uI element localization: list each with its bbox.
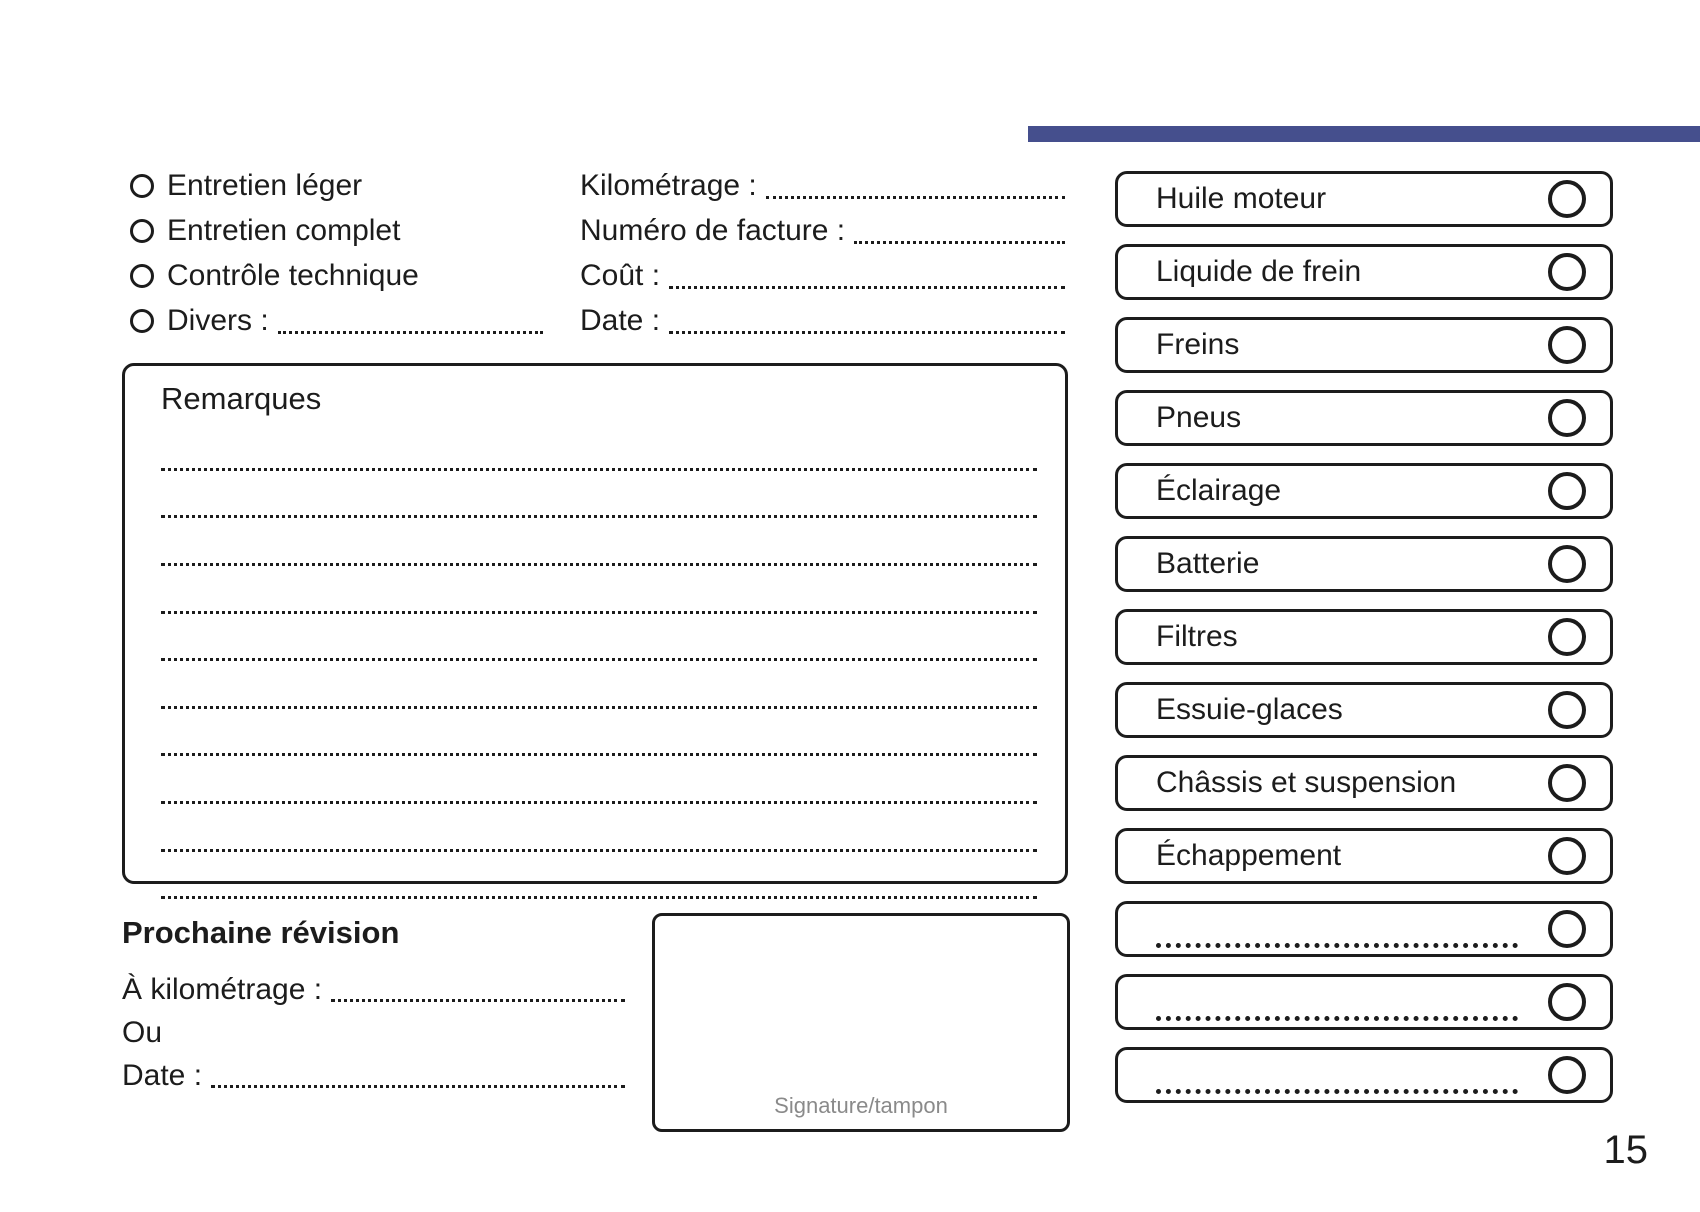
next-date-label: Date : xyxy=(122,1058,203,1092)
check-circle[interactable] xyxy=(1548,764,1586,802)
date-fill-line[interactable] xyxy=(669,331,1065,334)
checklist: Huile moteur Liquide de frein Freins Pne… xyxy=(1115,171,1613,1120)
service-option-label: Divers : xyxy=(167,303,269,337)
cout-fill-line[interactable] xyxy=(669,286,1065,289)
header-accent-bar xyxy=(1028,126,1700,142)
check-circle[interactable] xyxy=(1548,983,1586,1021)
invoice-field-row: Date : xyxy=(580,298,1067,343)
check-circle[interactable] xyxy=(1548,618,1586,656)
next-km-label: À kilométrage : xyxy=(122,972,323,1006)
remarks-line[interactable] xyxy=(161,804,1037,852)
radio-circle-controle-technique[interactable] xyxy=(130,263,154,288)
check-circle[interactable] xyxy=(1548,180,1586,218)
next-date-row: Date : xyxy=(122,1054,627,1097)
remarks-line[interactable] xyxy=(161,852,1037,900)
remarks-line[interactable] xyxy=(161,423,1037,471)
service-option-label: Entretien léger xyxy=(167,168,363,202)
remarks-line[interactable] xyxy=(161,756,1037,804)
check-circle[interactable] xyxy=(1548,1056,1586,1094)
signature-box[interactable]: Signature/tampon xyxy=(652,913,1070,1132)
invoice-field-row: Coût : xyxy=(580,253,1067,298)
next-km-fill-line[interactable] xyxy=(331,999,625,1002)
checklist-item-filtres: Filtres xyxy=(1115,609,1613,665)
remarks-title: Remarques xyxy=(161,381,322,416)
checklist-item-label: Freins xyxy=(1156,328,1240,361)
remarks-line[interactable] xyxy=(161,661,1037,709)
service-option-label: Entretien complet xyxy=(167,213,401,247)
checklist-item-label: Échappement xyxy=(1156,839,1342,872)
check-circle[interactable] xyxy=(1548,545,1586,583)
service-option-row: Entretien complet xyxy=(130,208,545,253)
checklist-item-echappement: Échappement xyxy=(1115,828,1613,884)
page-number: 15 xyxy=(1603,1128,1649,1172)
next-or-row: Ou xyxy=(122,1011,627,1054)
checklist-item-label: Batterie xyxy=(1156,547,1260,580)
remarks-line[interactable] xyxy=(161,471,1037,519)
service-type-options: Entretien léger Entretien complet Contrô… xyxy=(130,163,545,343)
remarks-line[interactable] xyxy=(161,518,1037,566)
kilometrage-label: Kilométrage : xyxy=(580,168,757,202)
next-service-fields: À kilométrage : Ou Date : xyxy=(122,968,627,1097)
checklist-item-freins: Freins xyxy=(1115,317,1613,373)
date-label: Date : xyxy=(580,303,661,337)
next-km-row: À kilométrage : xyxy=(122,968,627,1011)
check-circle[interactable] xyxy=(1548,253,1586,291)
checklist-item-blank xyxy=(1115,1047,1613,1103)
numero-facture-fill-line[interactable] xyxy=(854,241,1065,244)
check-circle[interactable] xyxy=(1548,910,1586,948)
check-circle[interactable] xyxy=(1548,472,1586,510)
checklist-item-pneus: Pneus xyxy=(1115,390,1613,446)
service-option-row: Divers : xyxy=(130,298,545,343)
service-option-label: Contrôle technique xyxy=(167,258,419,292)
blank-fill-line[interactable] xyxy=(1156,984,1518,1021)
checklist-item-label: Filtres xyxy=(1156,620,1238,653)
radio-circle-entretien-leger[interactable] xyxy=(130,173,154,198)
remarks-line[interactable] xyxy=(161,614,1037,662)
blank-fill-line[interactable] xyxy=(1156,1057,1518,1094)
check-circle[interactable] xyxy=(1548,399,1586,437)
checklist-item-label: Huile moteur xyxy=(1156,182,1327,215)
blank-fill-line[interactable] xyxy=(1156,911,1518,948)
checklist-item-essuie-glaces: Essuie-glaces xyxy=(1115,682,1613,738)
divers-fill-line[interactable] xyxy=(277,331,543,334)
signature-label: Signature/tampon xyxy=(774,1093,948,1118)
next-or-label: Ou xyxy=(122,1015,163,1049)
checklist-item-label: Éclairage xyxy=(1156,474,1282,507)
remarks-lines xyxy=(161,423,1037,900)
checklist-item-blank xyxy=(1115,901,1613,957)
remarks-line[interactable] xyxy=(161,566,1037,614)
remarks-box: Remarques xyxy=(122,363,1068,900)
service-option-row: Entretien léger xyxy=(130,163,545,208)
checklist-item-label: Châssis et suspension xyxy=(1156,766,1457,799)
checklist-item-eclairage: Éclairage xyxy=(1115,463,1613,519)
checklist-item-label: Pneus xyxy=(1156,401,1242,434)
next-date-fill-line[interactable] xyxy=(211,1085,625,1088)
service-option-row: Contrôle technique xyxy=(130,253,545,298)
check-circle[interactable] xyxy=(1548,326,1586,364)
checklist-item-chassis-et-suspension: Châssis et suspension xyxy=(1115,755,1613,811)
invoice-field-row: Numéro de facture : xyxy=(580,208,1067,253)
invoice-fields: Kilométrage : Numéro de facture : Coût :… xyxy=(580,163,1067,343)
checklist-item-batterie: Batterie xyxy=(1115,536,1613,592)
check-circle[interactable] xyxy=(1548,837,1586,875)
checklist-item-blank xyxy=(1115,974,1613,1030)
checklist-item-huile-moteur: Huile moteur xyxy=(1115,171,1613,227)
radio-circle-entretien-complet[interactable] xyxy=(130,218,154,243)
remarks-line[interactable] xyxy=(161,709,1037,757)
cout-label: Coût : xyxy=(580,258,661,292)
radio-circle-divers[interactable] xyxy=(130,308,154,333)
checklist-item-liquide-de-frein: Liquide de frein xyxy=(1115,244,1613,300)
check-circle[interactable] xyxy=(1548,691,1586,729)
numero-facture-label: Numéro de facture : xyxy=(580,213,846,247)
checklist-item-label: Essuie-glaces xyxy=(1156,693,1343,726)
checklist-item-label: Liquide de frein xyxy=(1156,255,1362,288)
kilometrage-fill-line[interactable] xyxy=(765,196,1065,199)
next-service-title: Prochaine révision xyxy=(122,915,400,950)
invoice-field-row: Kilométrage : xyxy=(580,163,1067,208)
